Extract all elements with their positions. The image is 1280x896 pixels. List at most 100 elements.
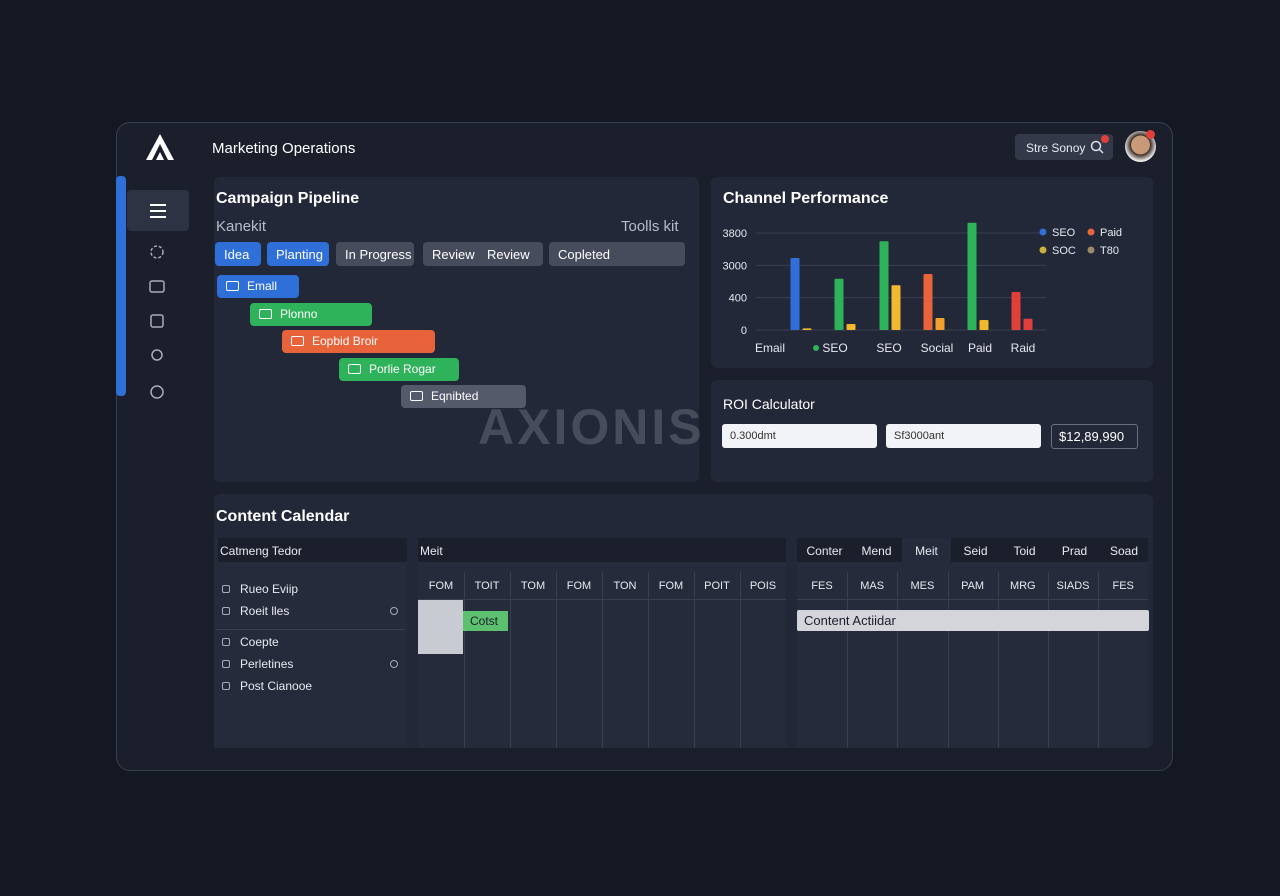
result-box (1051, 424, 1138, 449)
bar (979, 320, 989, 330)
task-icon (291, 336, 304, 346)
grid-col-line (1098, 572, 1100, 748)
panel-title: Content Calendar (216, 508, 350, 525)
tab-label[interactable]: Conter (806, 544, 843, 558)
tab-row (797, 538, 1148, 562)
bar (802, 328, 812, 330)
cell-event (463, 611, 508, 631)
grid-col-line (556, 572, 557, 748)
input-text: 0.300dmt (730, 430, 776, 442)
watermark: AXIONIS (478, 399, 705, 455)
bar (935, 318, 945, 330)
list-icon (222, 638, 230, 646)
tab-label[interactable]: Prad (1061, 544, 1088, 558)
grid-row-line (418, 599, 786, 600)
day-header: TOM (520, 580, 546, 592)
stage-label: Planting (276, 247, 323, 262)
legend-label: Paid (1100, 227, 1122, 239)
stage-label: In Progress (345, 247, 412, 262)
y-tick-label: 400 (729, 293, 747, 305)
event-bar[interactable] (797, 610, 1149, 631)
grid-col-line (947, 572, 949, 748)
task-bar[interactable] (217, 275, 299, 298)
grid-col-line (847, 572, 849, 748)
bar (1011, 292, 1021, 330)
task-bar[interactable] (282, 330, 435, 353)
x-tick-label: Social (921, 341, 954, 355)
day-header: FOM (428, 580, 454, 592)
day-header: PAM (961, 580, 985, 592)
x-tick-label: Paid (968, 341, 992, 355)
bar (790, 258, 800, 330)
stage-pill[interactable] (215, 242, 261, 266)
input-box[interactable] (886, 424, 1041, 448)
stage-pill[interactable] (336, 242, 414, 266)
avatar-badge (1146, 130, 1155, 139)
logo (146, 134, 174, 160)
tab-label[interactable]: Seid (963, 544, 988, 558)
day-header: POIS (749, 580, 777, 592)
cell-event-text[interactable]: Cotst (470, 614, 499, 628)
grid-row-line (797, 599, 1148, 600)
day-header: MRG (1009, 580, 1036, 592)
grid-col-line (1048, 572, 1049, 748)
task-icon (410, 391, 423, 401)
panel-title: ROI Calculator (723, 396, 815, 412)
day-header: TOIT (474, 580, 500, 592)
grid-col-line (997, 572, 999, 748)
legend-swatch (1039, 246, 1047, 254)
bar (1023, 318, 1033, 330)
search-text[interactable]: Stre Sonoy (1026, 141, 1086, 155)
day-header: MAS (860, 580, 885, 592)
day-header: FOM (566, 580, 592, 592)
notification-dot (1101, 135, 1109, 143)
selected-cell (418, 600, 463, 654)
category-dot (813, 345, 819, 351)
task-label: Porlie Rogar (369, 362, 436, 376)
search-box[interactable] (1015, 134, 1113, 160)
tab-label[interactable]: Soad (1109, 544, 1139, 558)
task-bar[interactable] (401, 385, 526, 408)
sidebar-icons (149, 204, 166, 399)
tab-label[interactable]: Meit (915, 544, 938, 558)
legend-swatch (1087, 246, 1095, 254)
week-grid (797, 538, 1148, 748)
bar (967, 222, 977, 330)
list-item[interactable]: Rueo Eviip (240, 582, 299, 596)
stage-pill[interactable] (549, 242, 685, 266)
stage-label: Copleted (558, 247, 611, 262)
list-item[interactable]: Coepte (240, 635, 279, 649)
status-dot (390, 607, 398, 615)
tab-label[interactable]: Mend (861, 544, 892, 558)
input-box[interactable] (722, 424, 877, 448)
grid-col-line (740, 572, 741, 748)
task-label: Eopbid Broir (312, 334, 379, 348)
legend-swatch (1039, 228, 1047, 236)
stage-pill[interactable] (423, 242, 543, 266)
bar (846, 324, 856, 330)
subtitle: Kanekit (216, 218, 267, 235)
panel-title: Campaign Pipeline (216, 190, 360, 207)
page-title: Marketing Operations (212, 140, 356, 157)
month-label: Meit (420, 544, 443, 558)
divider (216, 629, 405, 630)
stage-label: Idea (224, 247, 250, 262)
bar (879, 241, 889, 330)
stage-label: Review (432, 247, 475, 262)
day-header: FES (811, 580, 833, 592)
list-item[interactable]: Perletines (240, 657, 294, 671)
task-icon (259, 309, 272, 319)
grid-col-line (510, 572, 511, 748)
tab-label[interactable]: Toid (1013, 544, 1036, 558)
grid-col-line (897, 572, 899, 748)
x-tick-label: SEO (822, 341, 847, 355)
task-bar[interactable] (250, 303, 372, 326)
stage-pill[interactable] (267, 242, 329, 266)
list-item[interactable]: Post Cianooe (240, 679, 313, 693)
task-bar[interactable] (339, 358, 459, 381)
result-text: $12,89,990 (1059, 429, 1125, 444)
legend-swatch (1087, 228, 1095, 236)
search-icon (1090, 140, 1104, 154)
list-item[interactable]: Roeit lles (240, 604, 290, 618)
